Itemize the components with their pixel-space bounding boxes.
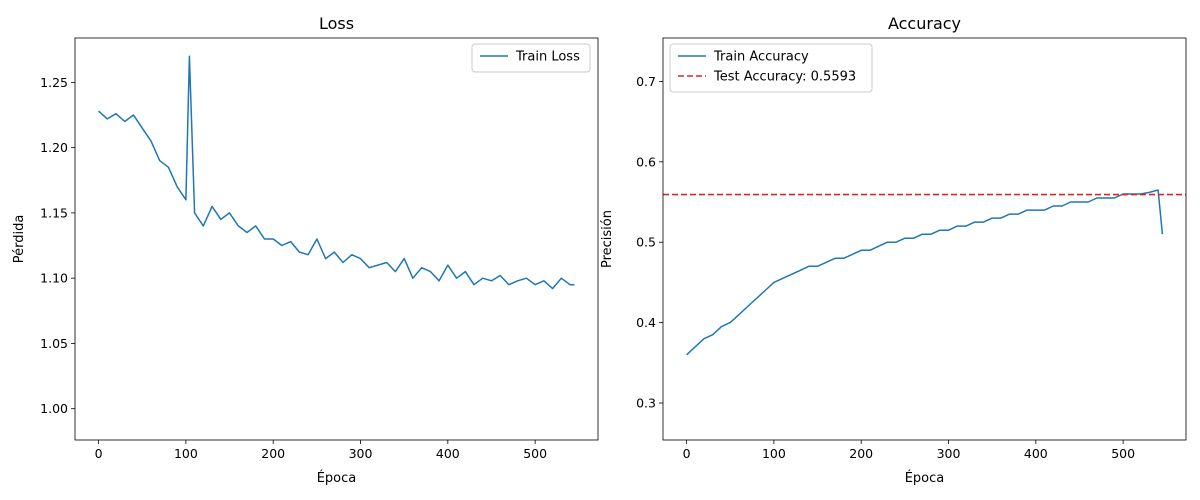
y-tick-label: 0.5 bbox=[636, 235, 656, 250]
x-tick-label: 200 bbox=[849, 446, 873, 461]
x-tick-label: 200 bbox=[261, 446, 285, 461]
chart-title: Accuracy bbox=[888, 14, 961, 33]
y-tick-label: 0.4 bbox=[636, 315, 656, 330]
y-tick-label: 0.7 bbox=[636, 74, 656, 89]
legend-label: Test Accuracy: 0.5593 bbox=[713, 70, 856, 85]
x-axis-label: Época bbox=[317, 470, 357, 486]
legend: Train Loss bbox=[471, 43, 591, 73]
y-axis-label: Pérdida bbox=[12, 215, 27, 264]
chart-title: Loss bbox=[319, 14, 354, 33]
loss-chart: 0 100 200 300 400 500 1.00 1.05 1.10 1.15 1.20 1.25… bbox=[12, 14, 599, 486]
x-axis-label: Época bbox=[905, 470, 945, 486]
y-tick-label: 0.6 bbox=[636, 154, 656, 169]
x-tick-label: 500 bbox=[1111, 446, 1135, 461]
y-tick-label: 1.20 bbox=[40, 140, 68, 155]
y-tick-label: 1.10 bbox=[40, 271, 68, 286]
legend-box bbox=[669, 43, 873, 93]
accuracy-chart: 0 100 200 300 400 500 0.3 0.4 0.5 0.6 0.7 Accuracy É… bbox=[600, 14, 1187, 486]
x-tick-label: 400 bbox=[436, 446, 460, 461]
legend: Train Accuracy Test Accuracy: 0.5593 bbox=[669, 43, 873, 93]
x-tick-label: 100 bbox=[762, 446, 786, 461]
x-tick-label: 300 bbox=[937, 446, 961, 461]
train-accuracy-line bbox=[686, 189, 1164, 356]
x-tick-label: 300 bbox=[349, 446, 373, 461]
legend-label: Train Accuracy bbox=[713, 50, 809, 65]
x-tick-label: 500 bbox=[523, 446, 547, 461]
x-tick-label: 100 bbox=[174, 446, 198, 461]
train-loss-line bbox=[98, 55, 575, 290]
x-tick-label: 400 bbox=[1024, 446, 1048, 461]
y-tick-label: 1.25 bbox=[40, 75, 68, 90]
y-tick-label: 1.00 bbox=[40, 401, 68, 416]
legend-box bbox=[471, 43, 591, 73]
x-tick-label: 0 bbox=[95, 446, 103, 461]
y-tick-label: 1.05 bbox=[40, 336, 68, 351]
axes-frame bbox=[74, 37, 599, 441]
axes-frame bbox=[662, 37, 1187, 441]
legend-label: Train Loss bbox=[515, 50, 580, 65]
y-tick-label: 0.3 bbox=[636, 396, 656, 411]
x-tick-label: 0 bbox=[683, 446, 691, 461]
y-axis-label: Precisión bbox=[600, 210, 615, 268]
y-tick-label: 1.15 bbox=[40, 205, 68, 220]
